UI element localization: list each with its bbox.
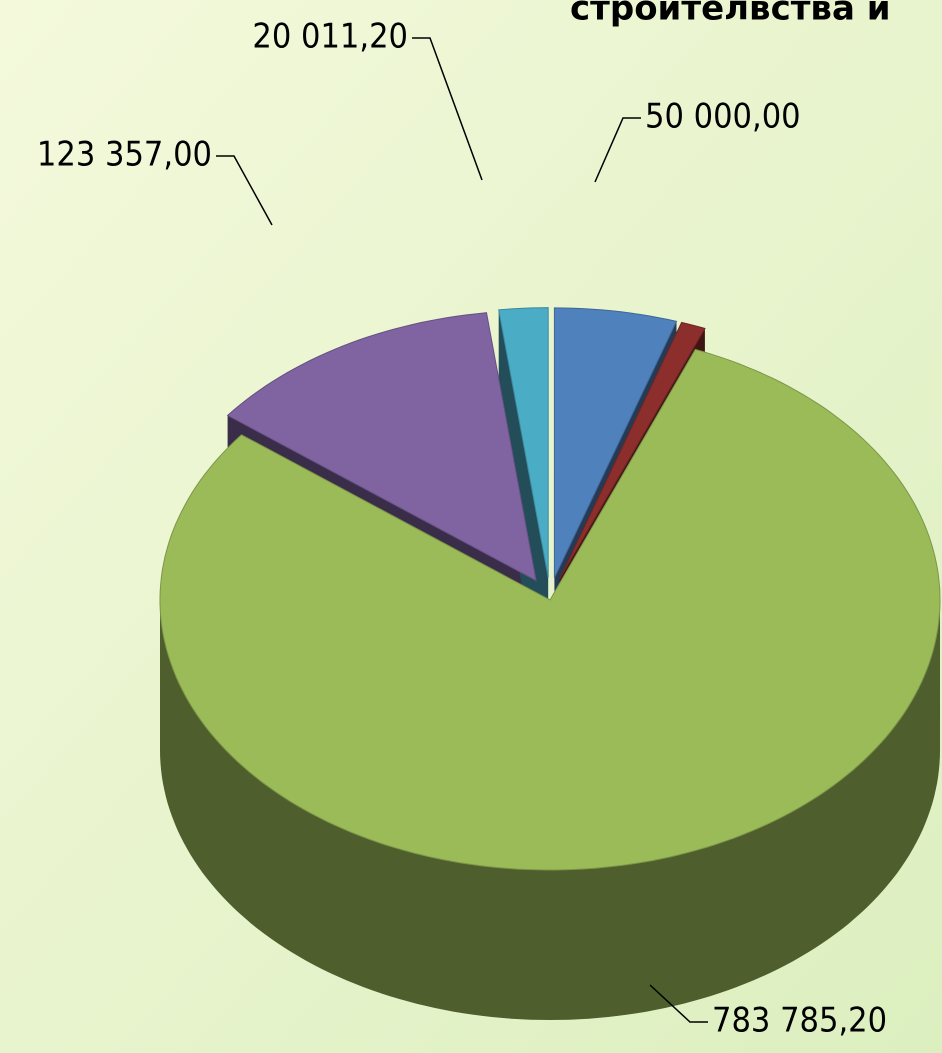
data-label: 50 000,00 bbox=[645, 97, 801, 137]
leader-line bbox=[412, 37, 483, 181]
slice bbox=[498, 307, 549, 578]
leader-line bbox=[649, 984, 708, 1023]
slice bbox=[226, 312, 537, 582]
slice-wall bbox=[160, 600, 940, 1020]
data-label: 20 011,20 bbox=[252, 17, 408, 57]
slice bbox=[559, 321, 706, 580]
data-label: 783 785,20 bbox=[712, 1001, 887, 1041]
leader-line bbox=[216, 155, 273, 226]
data-label: 123 357,00 bbox=[37, 135, 212, 175]
slice bbox=[159, 348, 941, 871]
chart-title: строителвства и bbox=[570, 0, 891, 29]
pie bbox=[159, 307, 941, 1020]
slice bbox=[553, 307, 678, 579]
labels: 50 000,00 783 785,20 123 357,00 20 011,20 bbox=[37, 17, 887, 1041]
leader-line bbox=[594, 117, 641, 183]
